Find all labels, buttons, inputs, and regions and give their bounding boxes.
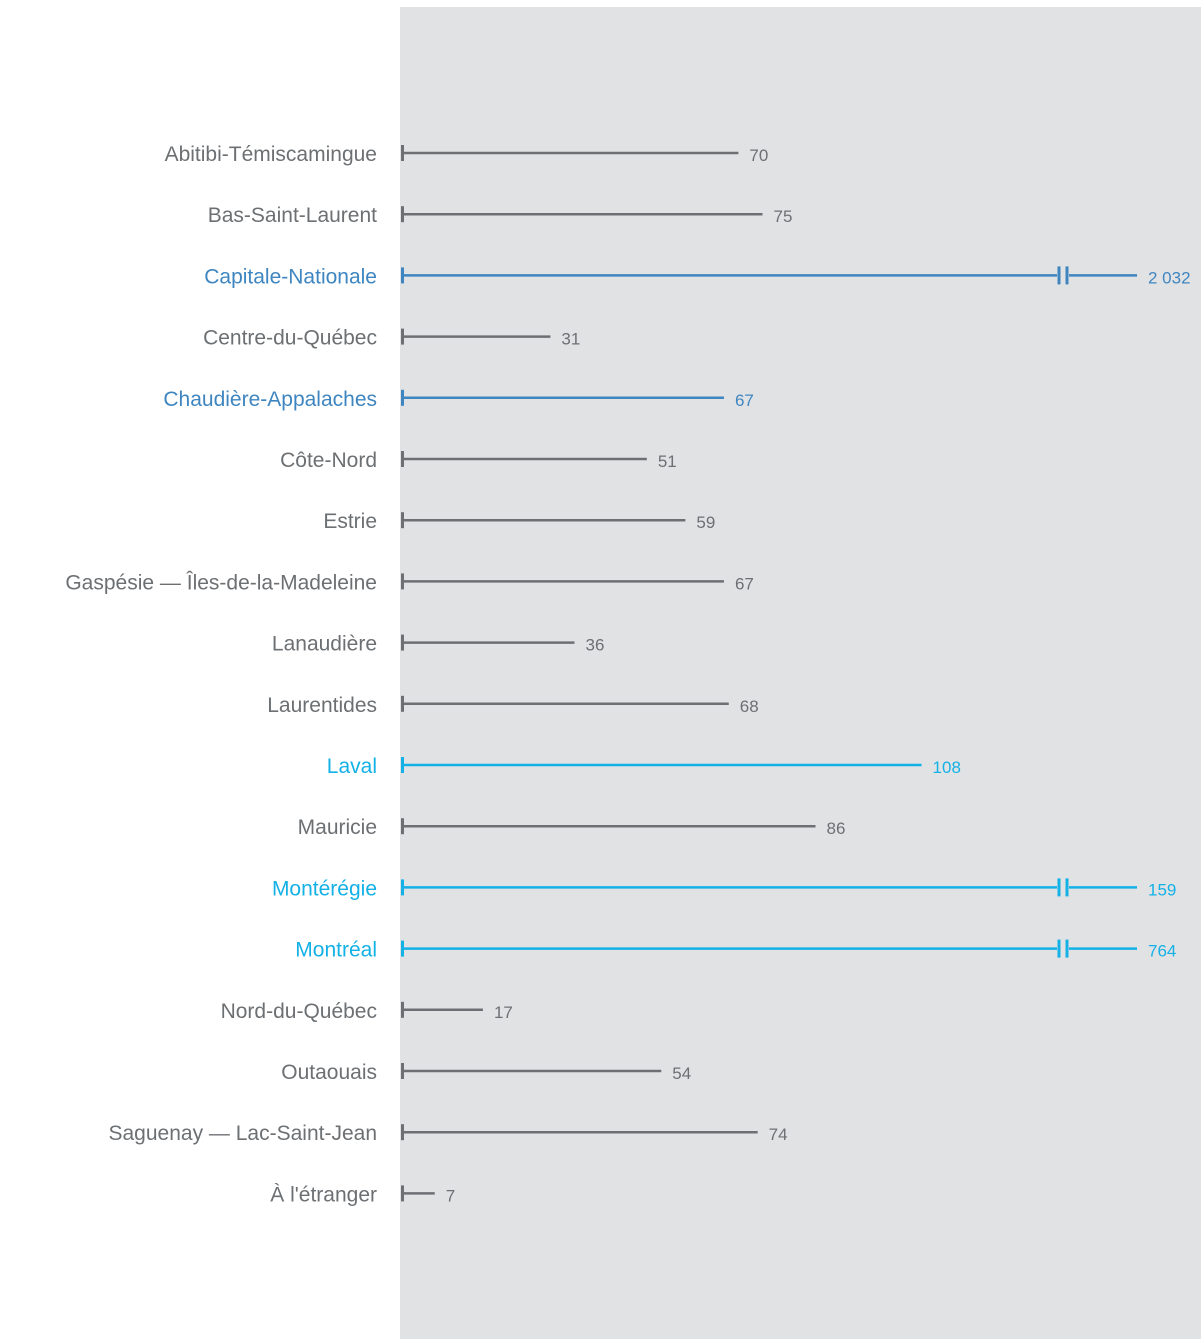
value-label: 7 <box>446 1186 455 1205</box>
bar-row: Nord-du-Québec 17 <box>221 1000 513 1023</box>
value-label: 75 <box>774 207 793 226</box>
category-label: Montréal <box>295 939 377 962</box>
category-label: Lanaudière <box>272 633 377 656</box>
bar-row: Laval 108 <box>327 755 961 778</box>
category-label: Abitibi-Témiscamingue <box>165 143 377 166</box>
value-label: 86 <box>827 819 846 838</box>
value-label: 17 <box>494 1003 513 1022</box>
category-label: Outaouais <box>281 1061 377 1084</box>
category-label: Bas-Saint-Laurent <box>208 204 377 227</box>
bar-row: Côte-Nord 51 <box>280 449 677 472</box>
bar-row: Bas-Saint-Laurent 75 <box>208 204 793 227</box>
value-label: 31 <box>561 330 580 349</box>
category-label: Laval <box>327 755 377 778</box>
value-label: 2 032 <box>1148 268 1191 287</box>
bar-row: Saguenay — Lac-Saint-Jean 74 <box>109 1122 788 1145</box>
value-label: 70 <box>749 146 768 165</box>
category-label: Laurentides <box>267 694 377 717</box>
category-label: Gaspésie — Îles-de-la-Madeleine <box>65 571 377 594</box>
chart-rows: Abitibi-Témiscamingue 70 Bas-Saint-Laurent… <box>65 143 1190 1206</box>
bar-row: Outaouais 54 <box>281 1061 691 1084</box>
category-label: Mauricie <box>298 816 377 839</box>
value-label: 108 <box>933 758 961 777</box>
bar-row: Laurentides 68 <box>267 694 758 717</box>
category-label: Côte-Nord <box>280 449 377 472</box>
value-label: 54 <box>672 1064 691 1083</box>
bar-row: Estrie 59 <box>323 510 715 533</box>
value-label: 159 <box>1148 880 1176 899</box>
value-label: 67 <box>735 391 754 410</box>
bar-row: Montréal 764 <box>295 939 1176 962</box>
category-label: Chaudière-Appalaches <box>163 388 377 411</box>
plot-panel-background <box>400 7 1201 1339</box>
value-label: 59 <box>696 513 715 532</box>
category-label: Saguenay — Lac-Saint-Jean <box>109 1122 378 1145</box>
value-label: 68 <box>740 697 759 716</box>
bar-row: Lanaudière 36 <box>272 633 605 656</box>
bar-row: Gaspésie — Îles-de-la-Madeleine 67 <box>65 571 754 594</box>
category-label: Montérégie <box>272 877 377 900</box>
value-label: 74 <box>769 1125 788 1144</box>
bar-row: Chaudière-Appalaches 67 <box>163 388 754 411</box>
category-label: Estrie <box>323 510 377 533</box>
value-label: 764 <box>1148 942 1176 961</box>
bar-row: À l'étranger 7 <box>270 1183 455 1206</box>
bar-row: Montérégie 159 <box>272 877 1176 900</box>
bar-row: Centre-du-Québec 31 <box>203 327 580 350</box>
category-label: Centre-du-Québec <box>203 327 377 350</box>
value-label: 36 <box>586 636 605 655</box>
category-label: Nord-du-Québec <box>221 1000 377 1023</box>
value-label: 51 <box>658 452 677 471</box>
category-label: À l'étranger <box>270 1183 377 1206</box>
bar-row: Capitale-Nationale 2 032 <box>204 265 1190 288</box>
value-label: 67 <box>735 574 754 593</box>
bar-row: Mauricie 86 <box>298 816 846 839</box>
category-label: Capitale-Nationale <box>204 265 377 288</box>
bar-row: Abitibi-Témiscamingue 70 <box>165 143 769 166</box>
